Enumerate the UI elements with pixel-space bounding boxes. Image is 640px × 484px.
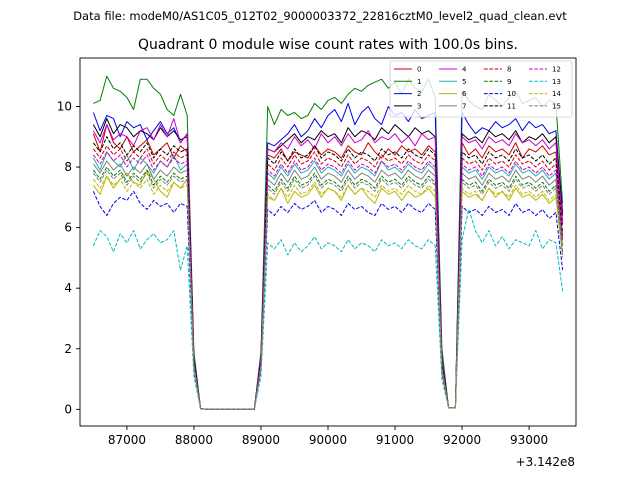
x-offset-label: +3.142e8 xyxy=(516,455,575,469)
chart-title: Quadrant 0 module wise count rates with … xyxy=(138,37,518,53)
data-file-header: Data file: modeM0/AS1C05_012T02_90000033… xyxy=(73,9,567,23)
series-line-11 xyxy=(92,136,564,410)
x-tick-label: 91000 xyxy=(376,433,414,447)
series-line-8 xyxy=(92,145,564,410)
legend-box xyxy=(389,60,573,118)
y-tick-label: 8 xyxy=(64,160,72,174)
series-line-4 xyxy=(92,118,564,410)
legend-label: 2 xyxy=(417,90,421,98)
x-tick-label: 93000 xyxy=(510,433,548,447)
series-line-7 xyxy=(92,160,564,410)
legend-label: 14 xyxy=(552,90,561,98)
series-line-13 xyxy=(92,208,564,410)
x-tick-label: 87000 xyxy=(108,433,146,447)
legend-label: 3 xyxy=(417,102,421,110)
x-tick-label: 88000 xyxy=(175,433,213,447)
plot-area xyxy=(92,75,564,410)
legend-label: 9 xyxy=(507,78,511,86)
y-tick-label: 4 xyxy=(64,281,72,295)
legend-label: 10 xyxy=(507,90,516,98)
legend-label: 15 xyxy=(552,102,561,110)
y-tick-label: 0 xyxy=(64,402,72,416)
x-tick-label: 92000 xyxy=(443,433,481,447)
legend-label: 13 xyxy=(552,78,561,86)
series-line-0 xyxy=(92,124,564,410)
legend-label: 4 xyxy=(462,66,467,74)
x-tick-label: 90000 xyxy=(309,433,347,447)
y-tick-label: 2 xyxy=(64,342,72,356)
series-line-14 xyxy=(92,175,564,410)
legend-label: 11 xyxy=(507,102,516,110)
y-tick-label: 10 xyxy=(57,99,72,113)
legend-label: 6 xyxy=(462,90,467,98)
legend-label: 8 xyxy=(507,66,511,74)
series-group xyxy=(92,75,564,410)
legend-label: 5 xyxy=(462,78,466,86)
series-line-12 xyxy=(92,151,564,410)
series-line-15 xyxy=(92,169,564,410)
axes: 87000 88000 89000 90000 91000 92000 93000 0 2 4 6 8… xyxy=(57,57,577,447)
series-line-5 xyxy=(92,151,564,410)
legend-label: 0 xyxy=(417,66,421,74)
legend-label: 7 xyxy=(462,102,466,110)
series-line-9 xyxy=(92,166,564,410)
x-tick-label: 89000 xyxy=(242,433,280,447)
legend-label: 1 xyxy=(417,78,421,86)
series-line-2 xyxy=(92,102,564,410)
series-line-3 xyxy=(92,118,564,410)
legend-label: 12 xyxy=(552,66,561,74)
series-line-10 xyxy=(92,190,564,410)
y-tick-label: 6 xyxy=(64,221,72,235)
